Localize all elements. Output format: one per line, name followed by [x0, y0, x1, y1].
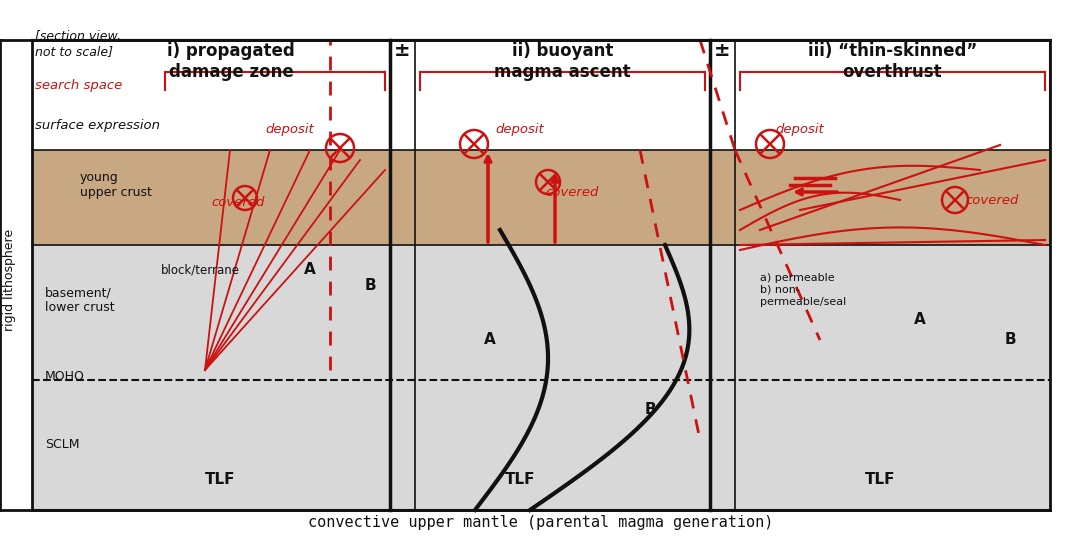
Text: [section view,
not to scale]: [section view, not to scale] [35, 30, 121, 58]
Text: MOHO: MOHO [45, 370, 85, 383]
Text: deposit: deposit [495, 123, 545, 136]
Text: B: B [644, 402, 656, 417]
Text: i) propagated
damage zone: i) propagated damage zone [167, 42, 295, 81]
Bar [32, 245, 1049, 510]
Text: A: A [914, 313, 926, 327]
Text: deposit: deposit [776, 123, 824, 136]
Bar [32, 510, 1049, 535]
Text: search space: search space [35, 78, 122, 91]
Text: surface expression: surface expression [35, 118, 160, 132]
Text: covered: covered [545, 186, 598, 199]
Text: block/terrane: block/terrane [161, 264, 239, 276]
Bar [0, 40, 32, 510]
Text: ±: ± [394, 40, 411, 59]
Text: TLF: TLF [205, 472, 235, 488]
Bar [32, 40, 1049, 510]
Text: covered: covered [211, 195, 265, 208]
Text: rigid lithosphere: rigid lithosphere [3, 229, 16, 331]
Text: iii) “thin-skinned”
overthrust: iii) “thin-skinned” overthrust [808, 42, 978, 81]
Text: TLF: TLF [865, 472, 895, 488]
Bar [32, 150, 1049, 245]
Text: B: B [1004, 333, 1016, 348]
Text: young
upper crust: young upper crust [80, 171, 152, 199]
Text: deposit: deposit [266, 123, 314, 136]
Text: a) permeable
b) non-
permeable/seal: a) permeable b) non- permeable/seal [760, 273, 846, 307]
Text: B: B [364, 278, 376, 293]
Text: SCLM: SCLM [45, 438, 79, 451]
Text: A: A [485, 333, 496, 348]
Text: A: A [304, 262, 316, 278]
Text: convective upper mantle (parental magma generation): convective upper mantle (parental magma … [309, 516, 774, 530]
Text: ii) buoyant
magma ascent: ii) buoyant magma ascent [494, 42, 630, 81]
Text: TLF: TLF [505, 472, 535, 488]
Text: basement/
lower crust: basement/ lower crust [45, 286, 115, 314]
Text: ±: ± [714, 40, 731, 59]
Text: covered: covered [965, 193, 1018, 206]
